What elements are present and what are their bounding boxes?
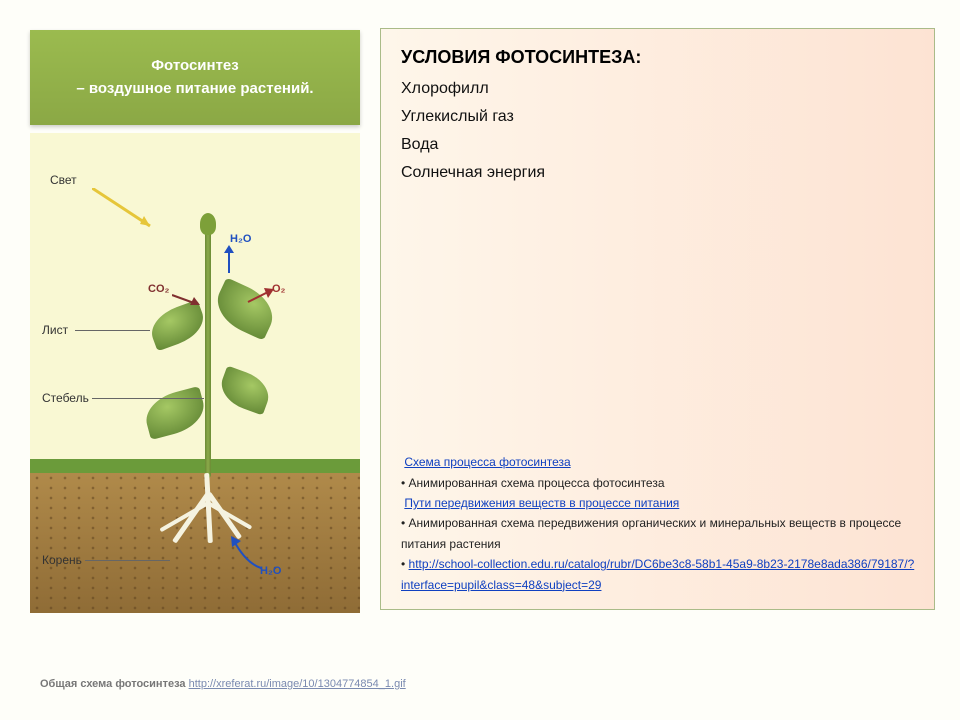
plant-stem bbox=[205, 223, 211, 478]
link-item: Схема процесса фотосинтеза bbox=[401, 452, 916, 472]
title-line1: Фотосинтез bbox=[45, 55, 345, 78]
label-stem: Стебель bbox=[42, 391, 89, 405]
condition-item: Солнечная энергия bbox=[401, 164, 914, 182]
plant-bud bbox=[200, 213, 216, 235]
mol-o2: O₂ bbox=[272, 283, 285, 295]
left-panel: Фотосинтез – воздушное питание растений. bbox=[30, 30, 360, 613]
condition-item: Вода bbox=[401, 136, 914, 154]
arrow-h2o-roots-icon bbox=[226, 533, 266, 573]
link-item: Анимированная схема процесса фотосинтеза bbox=[401, 473, 916, 493]
arrow-h2o-up-icon bbox=[222, 245, 236, 275]
mol-h2o-top: H₂O bbox=[230, 233, 251, 245]
condition-item: Хлорофилл bbox=[401, 80, 914, 98]
link-text[interactable]: Пути передвижения веществ в процессе пит… bbox=[404, 496, 679, 510]
label-leaf: Лист bbox=[42, 323, 68, 337]
link-item: http://school-collection.edu.ru/catalog/… bbox=[401, 554, 916, 595]
link-text[interactable]: Схема процесса фотосинтеза bbox=[404, 455, 570, 469]
title-box: Фотосинтез – воздушное питание растений. bbox=[30, 30, 360, 125]
photosynthesis-diagram: Свет Лист Стебель Корень H₂O CO₂ O₂ bbox=[30, 133, 360, 613]
link-text: Анимированная схема процесса фотосинтеза bbox=[409, 476, 665, 490]
label-root: Корень bbox=[42, 553, 82, 567]
link-item: Пути передвижения веществ в процессе пит… bbox=[401, 493, 916, 513]
footer-caption-link[interactable]: http://xreferat.ru/image/10/1304774854_1… bbox=[189, 678, 406, 690]
mol-co2: CO₂ bbox=[148, 283, 169, 295]
title-line2: – воздушное питание растений. bbox=[45, 78, 345, 101]
footer-caption: Общая схема фотосинтеза http://xreferat.… bbox=[40, 678, 406, 690]
condition-item: Углекислый газ bbox=[401, 108, 914, 126]
links-block: Схема процесса фотосинтеза Анимированная… bbox=[401, 452, 916, 595]
light-arrow-icon bbox=[92, 188, 162, 238]
label-light: Свет bbox=[50, 173, 77, 187]
right-panel: УСЛОВИЯ ФОТОСИНТЕЗА: Хлорофилл Углекислы… bbox=[380, 28, 935, 610]
pointer-root bbox=[85, 560, 170, 561]
link-item: Анимированная схема передвижения органич… bbox=[401, 513, 916, 554]
link-text[interactable]: http://school-collection.edu.ru/catalog/… bbox=[401, 557, 914, 591]
conditions-title: УСЛОВИЯ ФОТОСИНТЕЗА: bbox=[401, 47, 914, 68]
link-text: Анимированная схема передвижения органич… bbox=[401, 516, 901, 550]
pointer-stem bbox=[92, 398, 204, 399]
arrow-co2-icon bbox=[172, 291, 202, 309]
soil-texture bbox=[30, 473, 360, 613]
pointer-leaf bbox=[75, 330, 150, 331]
footer-caption-text: Общая схема фотосинтеза bbox=[40, 678, 189, 690]
arrow-o2-icon bbox=[246, 288, 274, 306]
